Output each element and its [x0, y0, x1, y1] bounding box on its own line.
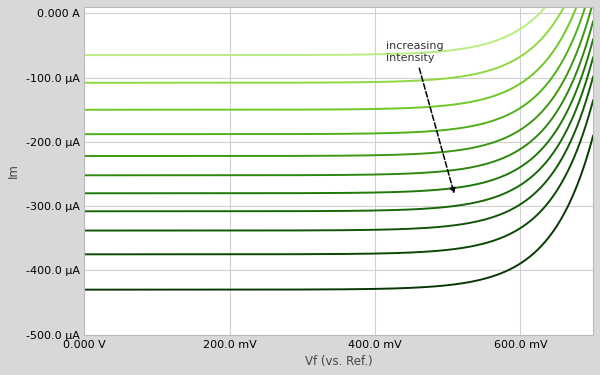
Text: increasing
intensity: increasing intensity — [386, 41, 455, 192]
X-axis label: Vf (vs. Ref.): Vf (vs. Ref.) — [305, 355, 373, 368]
Y-axis label: Im: Im — [7, 164, 20, 178]
